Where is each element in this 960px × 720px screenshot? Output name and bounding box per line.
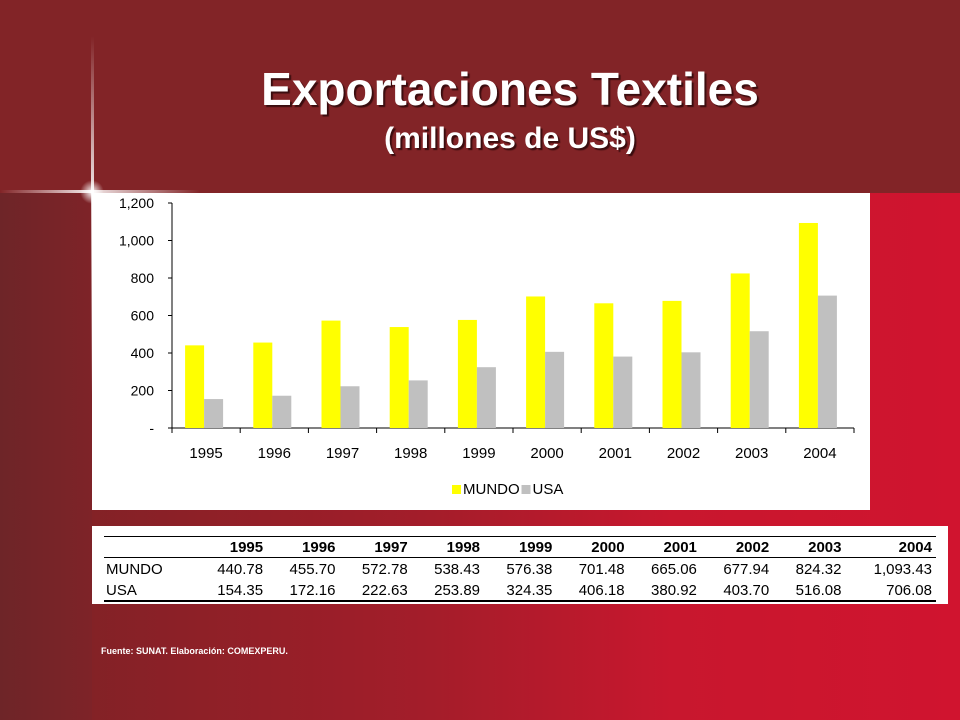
table-panel: 1995 1996 1997 1998 1999 2000 2001 2002 2003 2004… (92, 526, 948, 604)
table-cell: 1,093.43 (873, 560, 932, 578)
data-table: 1995 1996 1997 1998 1999 2000 2001 2002 2003 2004… (104, 536, 936, 602)
x-tick-label: 1997 (326, 445, 359, 462)
table-cell: 172.16 (289, 581, 336, 599)
x-tick-label: 2003 (735, 445, 768, 462)
table-cell: 516.08 (795, 581, 842, 599)
x-tick-label: 1999 (462, 445, 495, 462)
bar-mundo-2003 (730, 273, 750, 428)
table-cell: 403.70 (723, 581, 770, 599)
bar-mundo-2004 (798, 222, 818, 428)
x-tick-label: 2002 (667, 445, 700, 462)
y-tick-label: 400 (131, 345, 155, 361)
x-tick-label: 2000 (530, 445, 563, 462)
bar-mundo-2002 (662, 300, 682, 428)
table-header-cell: 1995 (229, 539, 264, 556)
x-tick-label: 1998 (394, 445, 427, 462)
table-header-cell: 2000 (591, 539, 625, 556)
table-cell: 380.92 (651, 581, 697, 599)
bar-mundo-1998 (389, 327, 409, 428)
legend-label-mundo: MUNDO (463, 481, 520, 498)
table-cell: 253.89 (434, 581, 481, 599)
slide-subtitle: (millones de US$) (384, 122, 636, 155)
bar-usa-1995 (204, 399, 224, 428)
source-note: Fuente: SUNAT. Elaboración: COMEXPERU. (101, 646, 288, 656)
table-cell: 538.43 (434, 560, 481, 578)
bar-usa-2000 (545, 351, 565, 428)
x-tick-label: 2001 (599, 445, 632, 462)
bar-mundo-1997 (321, 320, 341, 428)
bar-usa-2003 (749, 331, 769, 428)
table-header-row: 1995 1996 1997 1998 1999 2000 2001 2002 2003 2004 (104, 536, 936, 558)
table-header-cell: 2003 (808, 539, 842, 556)
table-cell: 324.35 (506, 581, 553, 599)
bar-usa-2001 (613, 356, 633, 428)
title-background-band (0, 0, 960, 193)
x-tick-label: 1995 (189, 445, 222, 462)
table-header-cell: 1997 (374, 539, 408, 556)
y-tick-label: 600 (131, 308, 155, 324)
table-header-cell: 2001 (663, 539, 697, 556)
bar-mundo-2001 (594, 303, 614, 428)
bar-chart: - 200 400 600 800 1,000 1,200 1995 1996 1997 1998 1… (119, 195, 855, 498)
table-cell: 677.94 (723, 560, 770, 578)
legend-swatch-usa (521, 485, 531, 494)
legend-label-usa: USA (533, 481, 564, 498)
table-header-cell: 1996 (302, 539, 336, 556)
bar-mundo-1995 (185, 345, 205, 428)
y-tick-label: 1,200 (119, 195, 154, 211)
table-header-cell: 1999 (518, 539, 553, 556)
bar-usa-1998 (408, 380, 428, 428)
table-cell: 665.06 (651, 560, 697, 578)
x-tick-label: 2004 (803, 445, 836, 462)
bar-usa-1996 (272, 395, 292, 428)
table-row: USA 154.35 172.16 222.63 253.89 324.35 406.18 3… (104, 579, 936, 601)
bar-usa-1997 (340, 386, 360, 428)
chart-panel: - 200 400 600 800 1,000 1,200 1995 1996 1997 1998 1… (92, 193, 870, 510)
bar-mundo-1996 (253, 342, 273, 428)
bar-usa-1999 (476, 367, 496, 428)
y-tick-label: - (149, 420, 154, 436)
legend-swatch-mundo (452, 485, 461, 494)
table-cell: 455.70 (289, 560, 336, 578)
table-row-label: MUNDO (106, 560, 163, 578)
x-tick-label: 1996 (258, 445, 291, 462)
bar-usa-2002 (681, 352, 701, 428)
table-cell: 576.38 (506, 560, 553, 578)
table-header-cell: 1998 (446, 539, 481, 556)
table-corner-cell (104, 537, 195, 558)
table-cell: 406.18 (578, 581, 625, 599)
bar-usa-2004 (817, 295, 837, 428)
bar-mundo-1999 (457, 319, 477, 428)
bar-mundo-2000 (526, 296, 546, 428)
table-cell: 572.78 (361, 560, 408, 578)
table-cell: 154.35 (217, 581, 264, 599)
table-header-cell: 2002 (735, 539, 770, 556)
y-tick-label: 200 (131, 383, 155, 399)
table-row-label: USA (106, 581, 137, 599)
y-tick-label: 800 (131, 270, 155, 286)
slide-title: Exportaciones Textiles (261, 63, 759, 115)
table-cell: 222.63 (361, 581, 408, 599)
table-header-cell: 2004 (898, 539, 932, 556)
table-cell: 701.48 (578, 560, 625, 578)
y-tick-label: 1,000 (119, 233, 154, 249)
table-cell: 440.78 (217, 560, 264, 578)
table-row: MUNDO 440.78 455.70 572.78 538.43 576.38 701.4… (104, 558, 936, 580)
table-cell: 706.08 (886, 581, 932, 599)
table-cell: 824.32 (795, 560, 842, 578)
